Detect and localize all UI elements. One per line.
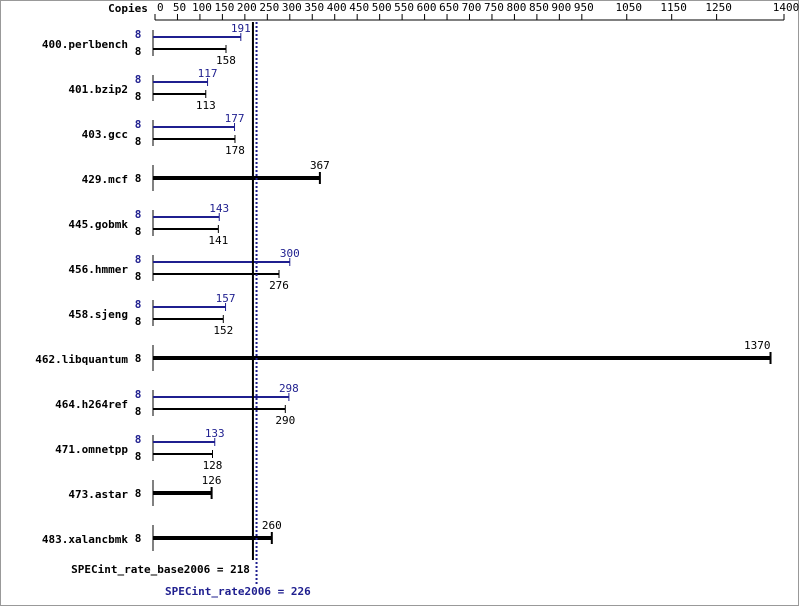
benchmark-label: 400.perlbench	[42, 38, 128, 51]
copies-label: 8	[135, 172, 142, 185]
value-label: 157	[216, 292, 236, 305]
x-tick-label: 400	[327, 1, 347, 14]
value-label: 290	[275, 414, 295, 427]
reference-label: SPECint_rate2006 = 226	[165, 585, 311, 598]
benchmark-label: 429.mcf	[82, 173, 128, 186]
value-label: 177	[225, 112, 245, 125]
benchmark-label: 471.omnetpp	[55, 443, 128, 456]
copies-label: 8	[135, 352, 142, 365]
copies-label: 8	[135, 253, 142, 266]
value-label: 300	[280, 247, 300, 260]
copies-label: 8	[135, 433, 142, 446]
value-label: 298	[279, 382, 299, 395]
x-tick-label: 800	[506, 1, 526, 14]
copies-label: 8	[135, 28, 142, 41]
value-label: 367	[310, 159, 330, 172]
copies-label: 8	[135, 208, 142, 221]
value-label: 133	[205, 427, 225, 440]
value-label: 113	[196, 99, 216, 112]
value-label: 191	[231, 22, 251, 35]
copies-label: 8	[135, 532, 142, 545]
value-label: 276	[269, 279, 289, 292]
value-label: 178	[225, 144, 245, 157]
x-tick-label: 650	[439, 1, 459, 14]
value-label: 128	[203, 459, 223, 472]
copies-label: 8	[135, 45, 142, 58]
copies-label: 8	[135, 315, 142, 328]
x-tick-label: 50	[173, 1, 186, 14]
x-tick-label: 1400	[773, 1, 799, 14]
copies-label: 8	[135, 405, 142, 418]
copies-label: 8	[135, 118, 142, 131]
benchmark-label: 445.gobmk	[68, 218, 128, 231]
copies-label: 8	[135, 450, 142, 463]
copies-label: 8	[135, 73, 142, 86]
benchmark-label: 462.libquantum	[35, 353, 128, 366]
value-label: 143	[209, 202, 229, 215]
reference-label: SPECint_rate_base2006 = 218	[71, 563, 250, 576]
benchmark-label: 458.sjeng	[68, 308, 128, 321]
copies-label: 8	[135, 135, 142, 148]
x-tick-label: 900	[551, 1, 571, 14]
benchmark-label: 483.xalancbmk	[42, 533, 128, 546]
x-tick-label: 500	[372, 1, 392, 14]
x-tick-label: 300	[282, 1, 302, 14]
x-tick-label: 850	[529, 1, 549, 14]
x-tick-label: 700	[462, 1, 482, 14]
x-tick-label: 750	[484, 1, 504, 14]
x-tick-label: 350	[304, 1, 324, 14]
copies-label: 8	[135, 225, 142, 238]
benchmark-label: 464.h264ref	[55, 398, 128, 411]
copies-label: 8	[135, 388, 142, 401]
copies-label: 8	[135, 487, 142, 500]
x-tick-label: 250	[259, 1, 279, 14]
copies-label: 8	[135, 270, 142, 283]
value-label: 126	[202, 474, 222, 487]
x-tick-label: 450	[349, 1, 369, 14]
x-tick-label: 550	[394, 1, 414, 14]
value-label: 117	[198, 67, 218, 80]
x-tick-label: 1150	[660, 1, 687, 14]
value-label: 1370	[744, 339, 771, 352]
value-label: 158	[216, 54, 236, 67]
x-tick-label: 150	[214, 1, 234, 14]
value-label: 152	[213, 324, 233, 337]
x-tick-label: 0	[157, 1, 164, 14]
x-tick-label: 200	[237, 1, 257, 14]
x-tick-label: 100	[192, 1, 212, 14]
value-label: 141	[208, 234, 228, 247]
benchmark-label: 473.astar	[68, 488, 128, 501]
copies-label: 8	[135, 298, 142, 311]
copies-label: 8	[135, 90, 142, 103]
benchmark-label: 403.gcc	[82, 128, 128, 141]
x-tick-label: 1250	[705, 1, 732, 14]
benchmark-label: 401.bzip2	[68, 83, 128, 96]
value-label: 260	[262, 519, 282, 532]
axis-title: Copies	[108, 2, 148, 15]
benchmark-label: 456.hmmer	[68, 263, 128, 276]
x-tick-label: 950	[574, 1, 594, 14]
x-tick-label: 600	[417, 1, 437, 14]
x-tick-label: 1050	[616, 1, 643, 14]
